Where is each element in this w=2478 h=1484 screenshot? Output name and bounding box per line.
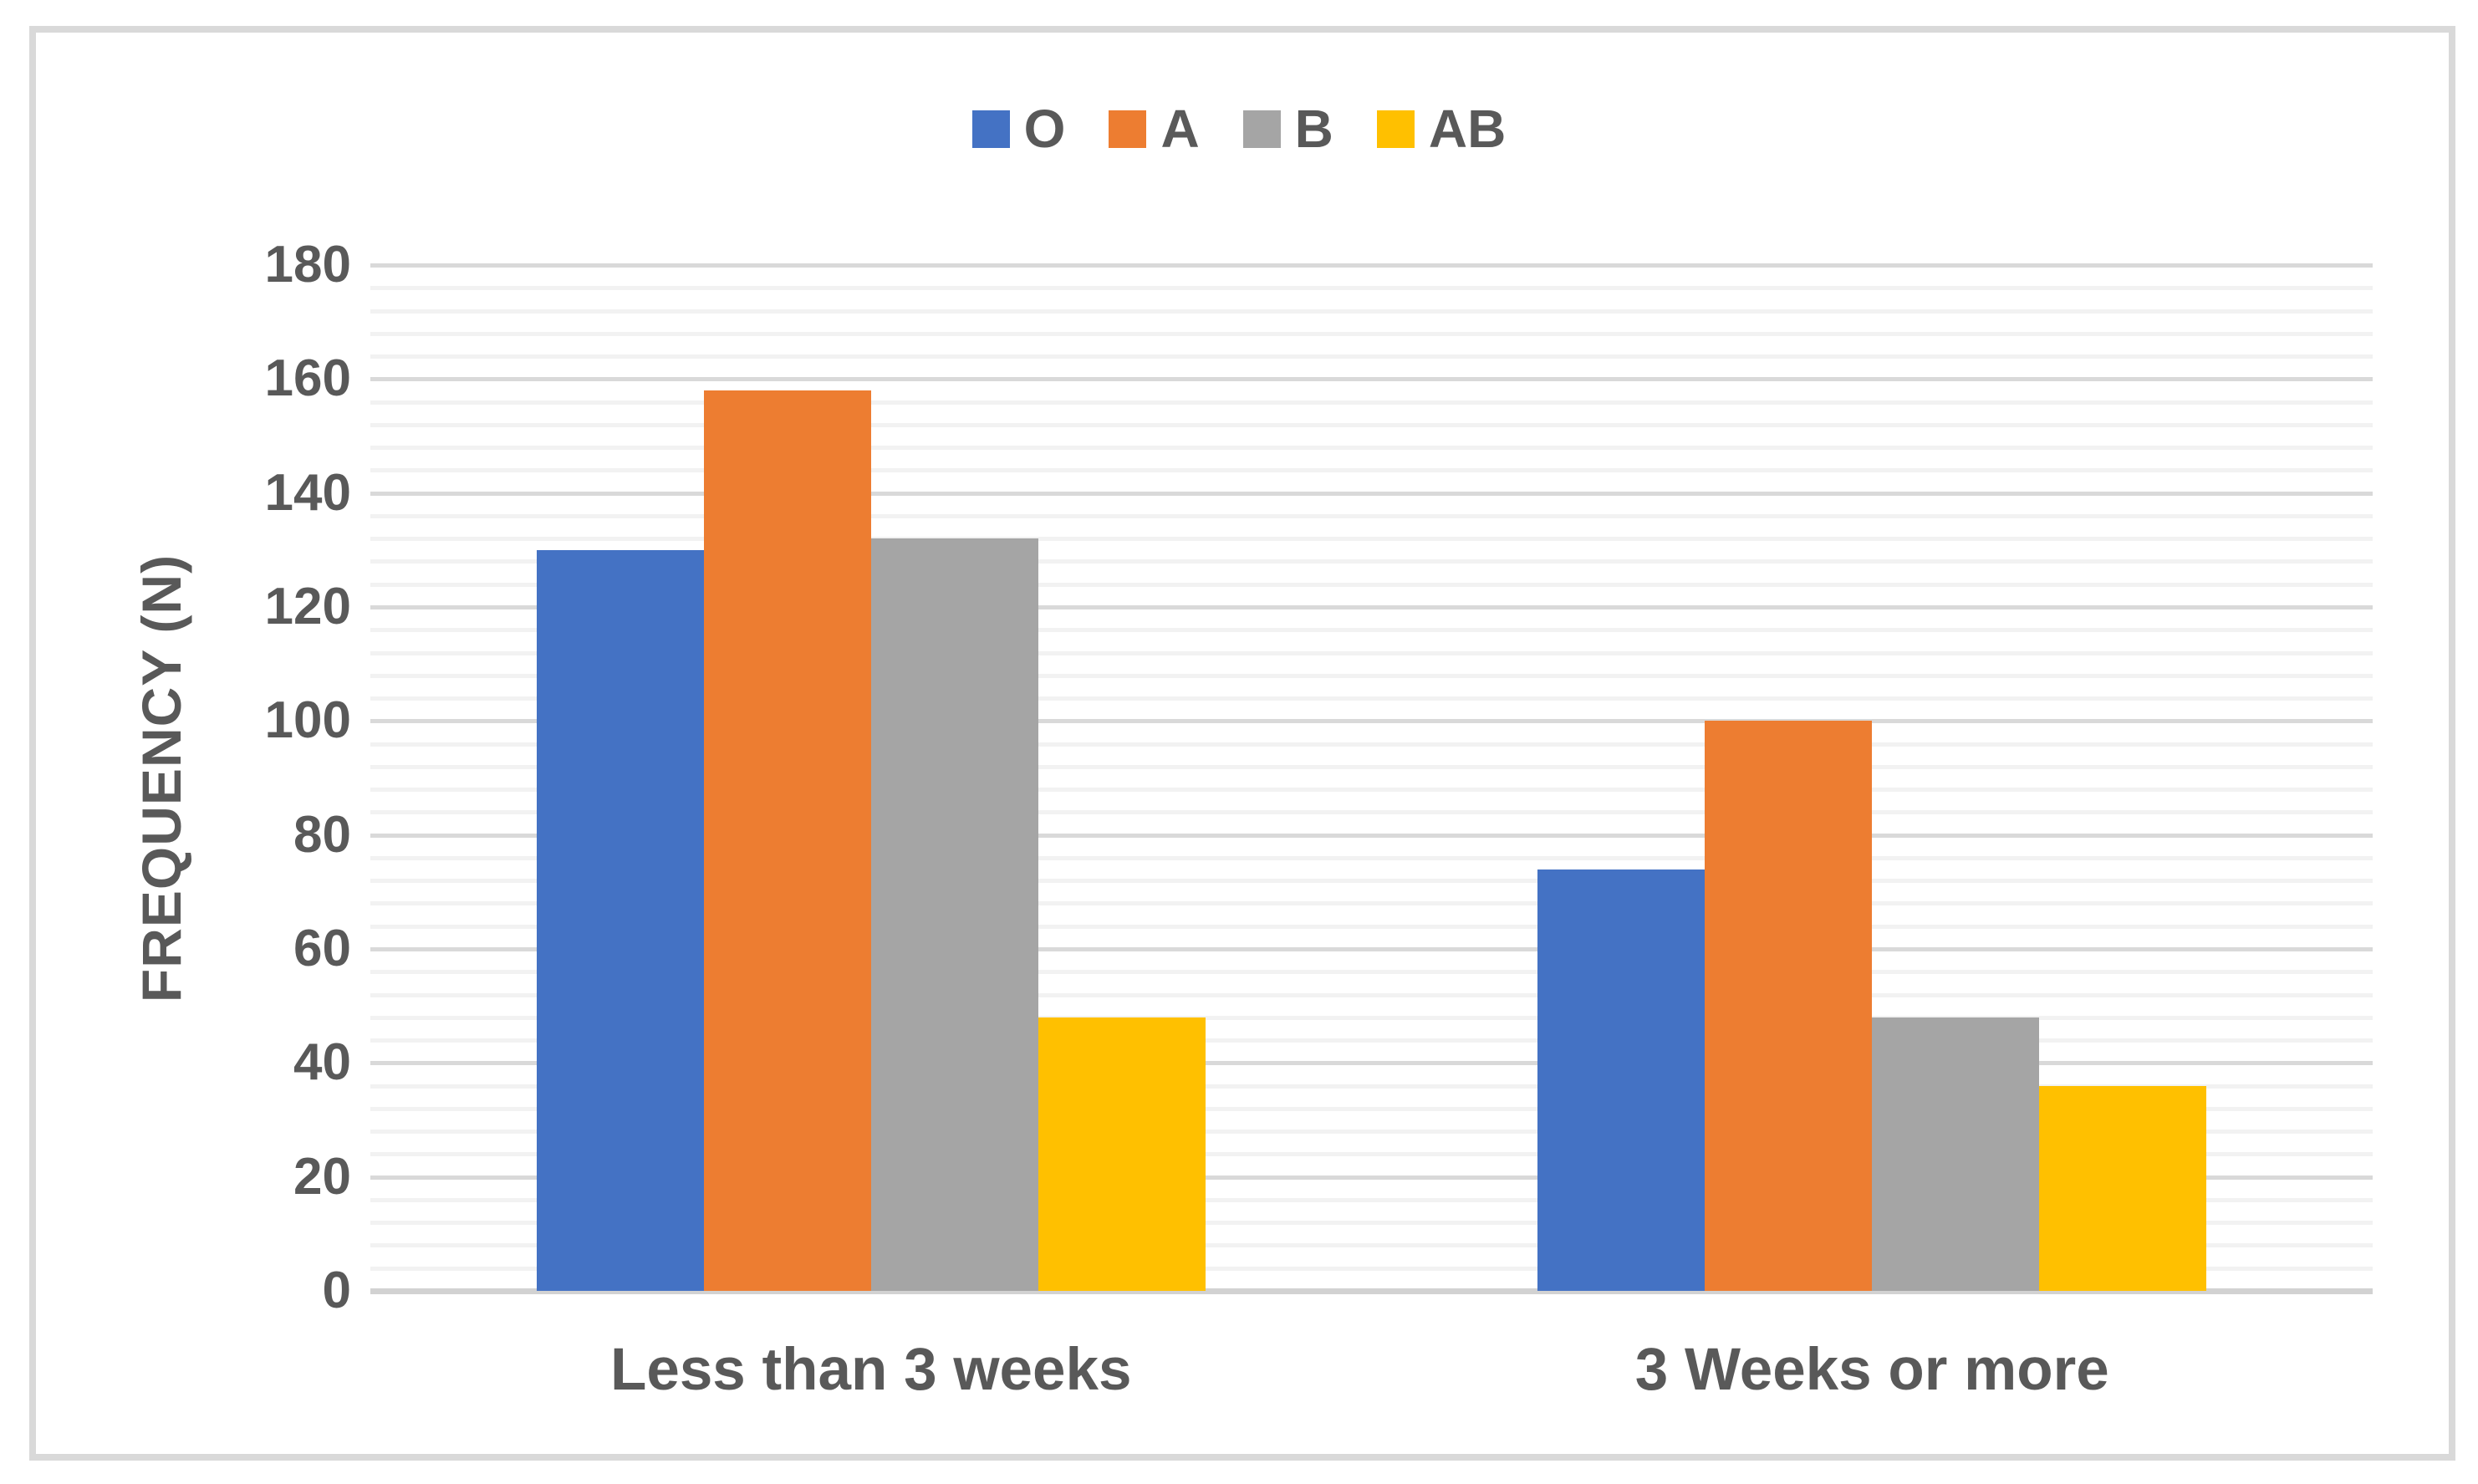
gridline-minor-52 bbox=[370, 992, 2373, 997]
legend-label-b: B bbox=[1294, 99, 1333, 159]
gridline-minor-168 bbox=[370, 331, 2373, 336]
gridline-major-180 bbox=[370, 263, 2373, 268]
y-tick-100: 100 bbox=[264, 691, 351, 750]
gridline-major-60 bbox=[370, 947, 2373, 951]
gridline-minor-68 bbox=[370, 901, 2373, 906]
gridline-minor-128 bbox=[370, 559, 2373, 564]
gridline-minor-4 bbox=[370, 1266, 2373, 1271]
gridline-minor-44 bbox=[370, 1038, 2373, 1043]
bar-a-3-weeks-or-more bbox=[1705, 721, 1873, 1291]
gridline-major-100 bbox=[370, 719, 2373, 724]
gridline-minor-32 bbox=[370, 1106, 2373, 1111]
gridline-minor-108 bbox=[370, 673, 2373, 678]
gridline-major-120 bbox=[370, 605, 2373, 609]
gridline-minor-132 bbox=[370, 537, 2373, 542]
gridline-minor-124 bbox=[370, 582, 2373, 587]
y-tick-180: 180 bbox=[264, 236, 351, 293]
gridline-minor-164 bbox=[370, 354, 2373, 360]
legend-label-ab: AB bbox=[1428, 99, 1507, 159]
gridline-minor-12 bbox=[370, 1221, 2373, 1226]
legend-swatch-a bbox=[1109, 110, 1147, 148]
category-label-less-than-3-weeks: Less than 3 weeks bbox=[609, 1337, 1132, 1403]
gridline-major-160 bbox=[370, 377, 2373, 382]
y-tick-80: 80 bbox=[293, 805, 351, 864]
plot-area bbox=[370, 263, 2373, 1294]
bar-b-less-than-3-weeks bbox=[870, 538, 1038, 1291]
legend-item-o: O bbox=[971, 99, 1066, 159]
legend-item-ab: AB bbox=[1376, 99, 1507, 159]
gridline-minor-76 bbox=[370, 855, 2373, 860]
gridline-minor-112 bbox=[370, 650, 2373, 655]
gridline-minor-64 bbox=[370, 924, 2373, 929]
y-tick-0: 0 bbox=[322, 1262, 351, 1319]
bar-o-less-than-3-weeks bbox=[536, 549, 704, 1291]
gridline-major-80 bbox=[370, 833, 2373, 838]
legend-swatch-b bbox=[1242, 110, 1281, 148]
gridline-minor-36 bbox=[370, 1084, 2373, 1089]
gridline-minor-136 bbox=[370, 513, 2373, 518]
legend-label-a: A bbox=[1160, 99, 1200, 159]
gridline-minor-144 bbox=[370, 468, 2373, 473]
legend-swatch-o bbox=[971, 110, 1010, 148]
gridline-minor-96 bbox=[370, 742, 2373, 747]
bar-a-less-than-3-weeks bbox=[703, 390, 871, 1291]
gridline-minor-56 bbox=[370, 970, 2373, 975]
chart-legend: O A B AB bbox=[0, 90, 2478, 167]
gridline-minor-48 bbox=[370, 1015, 2373, 1020]
bar-ab-less-than-3-weeks bbox=[1038, 1017, 1206, 1291]
gridline-major-40 bbox=[370, 1061, 2373, 1066]
bar-o-3-weeks-or-more bbox=[1537, 869, 1706, 1291]
gridline-minor-156 bbox=[370, 400, 2373, 405]
bar-b-3-weeks-or-more bbox=[1872, 1017, 2040, 1291]
bar-ab-3-weeks-or-more bbox=[2039, 1085, 2207, 1291]
gridline-minor-148 bbox=[370, 446, 2373, 451]
gridline-minor-152 bbox=[370, 422, 2373, 427]
y-tick-60: 60 bbox=[293, 920, 351, 977]
legend-item-a: A bbox=[1109, 99, 1200, 159]
gridline-major-20 bbox=[370, 1175, 2373, 1180]
y-tick-40: 40 bbox=[293, 1033, 351, 1092]
gridline-minor-24 bbox=[370, 1152, 2373, 1157]
gridline-minor-84 bbox=[370, 810, 2373, 815]
legend-swatch-ab bbox=[1376, 110, 1415, 148]
gridline-major-140 bbox=[370, 491, 2373, 496]
gridline-minor-28 bbox=[370, 1130, 2373, 1135]
gridline-minor-88 bbox=[370, 788, 2373, 793]
gridline-minor-172 bbox=[370, 309, 2373, 314]
category-label-3-weeks-or-more: 3 Weeks or more bbox=[1634, 1337, 2109, 1403]
y-tick-160: 160 bbox=[264, 349, 351, 408]
y-tick-120: 120 bbox=[264, 578, 351, 635]
gridline-minor-72 bbox=[370, 879, 2373, 884]
y-tick-20: 20 bbox=[293, 1147, 351, 1206]
y-tick-140: 140 bbox=[264, 463, 351, 522]
x-axis-line bbox=[370, 1288, 2373, 1294]
gridline-minor-116 bbox=[370, 628, 2373, 633]
gridline-minor-8 bbox=[370, 1243, 2373, 1248]
legend-label-o: O bbox=[1023, 99, 1066, 159]
gridline-minor-176 bbox=[370, 286, 2373, 291]
gridline-minor-104 bbox=[370, 696, 2373, 701]
gridline-minor-16 bbox=[370, 1197, 2373, 1202]
legend-item-b: B bbox=[1242, 99, 1333, 159]
gridline-minor-92 bbox=[370, 764, 2373, 769]
